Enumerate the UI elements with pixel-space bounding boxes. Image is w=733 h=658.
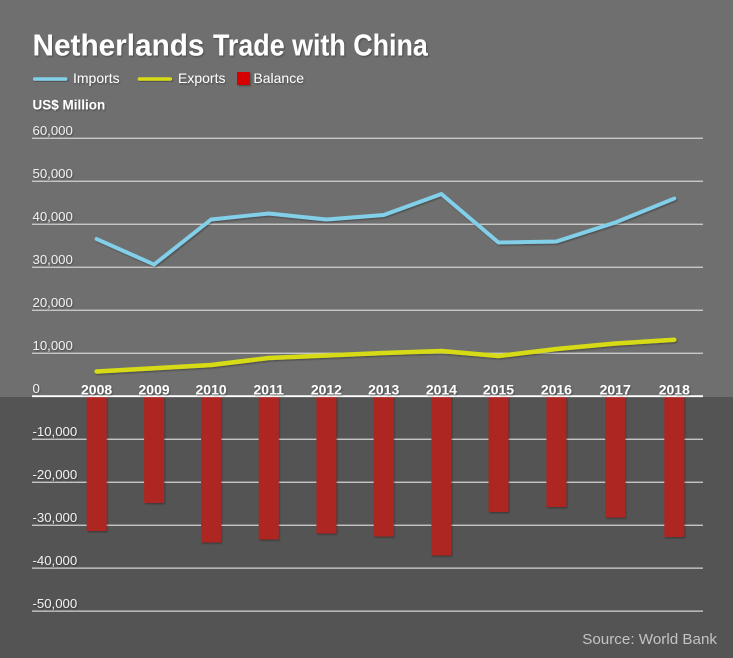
svg-text:20,000: 20,000 [33,295,73,310]
svg-text:30,000: 30,000 [33,252,73,267]
svg-text:Balance: Balance [253,70,304,86]
svg-text:0: 0 [33,381,40,396]
svg-text:2008: 2008 [81,382,112,398]
svg-text:-50,000: -50,000 [33,596,78,611]
svg-text:-10,000: -10,000 [33,424,78,439]
svg-text:60,000: 60,000 [33,123,73,138]
svg-text:2015: 2015 [483,382,514,398]
svg-text:Exports: Exports [178,70,225,86]
svg-text:-30,000: -30,000 [33,510,78,525]
svg-text:2009: 2009 [139,382,170,398]
svg-text:Trade with China: Trade with China [213,28,428,63]
svg-text:10,000: 10,000 [33,338,73,353]
svg-text:Imports: Imports [73,70,120,86]
svg-text:Netherlands: Netherlands [33,28,205,63]
svg-text:2010: 2010 [196,382,227,398]
svg-text:2013: 2013 [368,382,399,398]
svg-text:40,000: 40,000 [33,209,73,224]
svg-text:2011: 2011 [254,382,285,398]
svg-text:2016: 2016 [541,382,572,398]
svg-text:2012: 2012 [311,382,342,398]
svg-text:2018: 2018 [659,382,690,398]
svg-text:2017: 2017 [600,382,631,398]
svg-text:50,000: 50,000 [33,166,73,181]
svg-text:Source: World Bank: Source: World Bank [582,631,717,648]
svg-text:2014: 2014 [426,382,457,398]
svg-text:-20,000: -20,000 [33,467,78,482]
svg-text:US$ Million: US$ Million [33,98,106,113]
svg-text:-40,000: -40,000 [33,553,78,568]
